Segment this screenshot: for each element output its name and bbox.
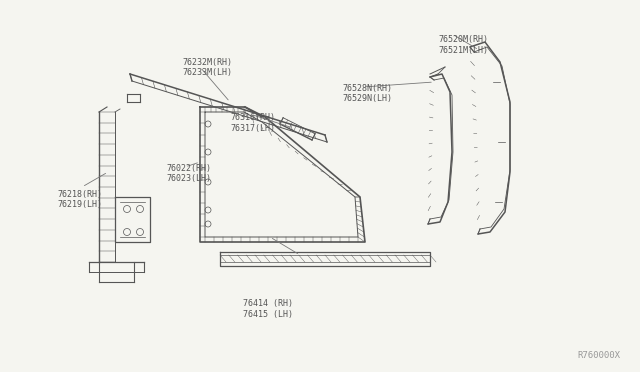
Text: R760000X: R760000X [577, 351, 620, 360]
Text: 76218(RH)
76219(LH): 76218(RH) 76219(LH) [58, 190, 102, 209]
Text: 76232M(RH)
76233M(LH): 76232M(RH) 76233M(LH) [182, 58, 232, 77]
Text: 76520M(RH)
76521M(LH): 76520M(RH) 76521M(LH) [438, 35, 488, 55]
Text: 76528N(RH)
76529N(LH): 76528N(RH) 76529N(LH) [342, 84, 392, 103]
Text: 76414 (RH)
76415 (LH): 76414 (RH) 76415 (LH) [243, 299, 293, 319]
Text: 76316(RH)
76317(LH): 76316(RH) 76317(LH) [230, 113, 275, 133]
Text: 76022(RH)
76023(LH): 76022(RH) 76023(LH) [166, 164, 211, 183]
